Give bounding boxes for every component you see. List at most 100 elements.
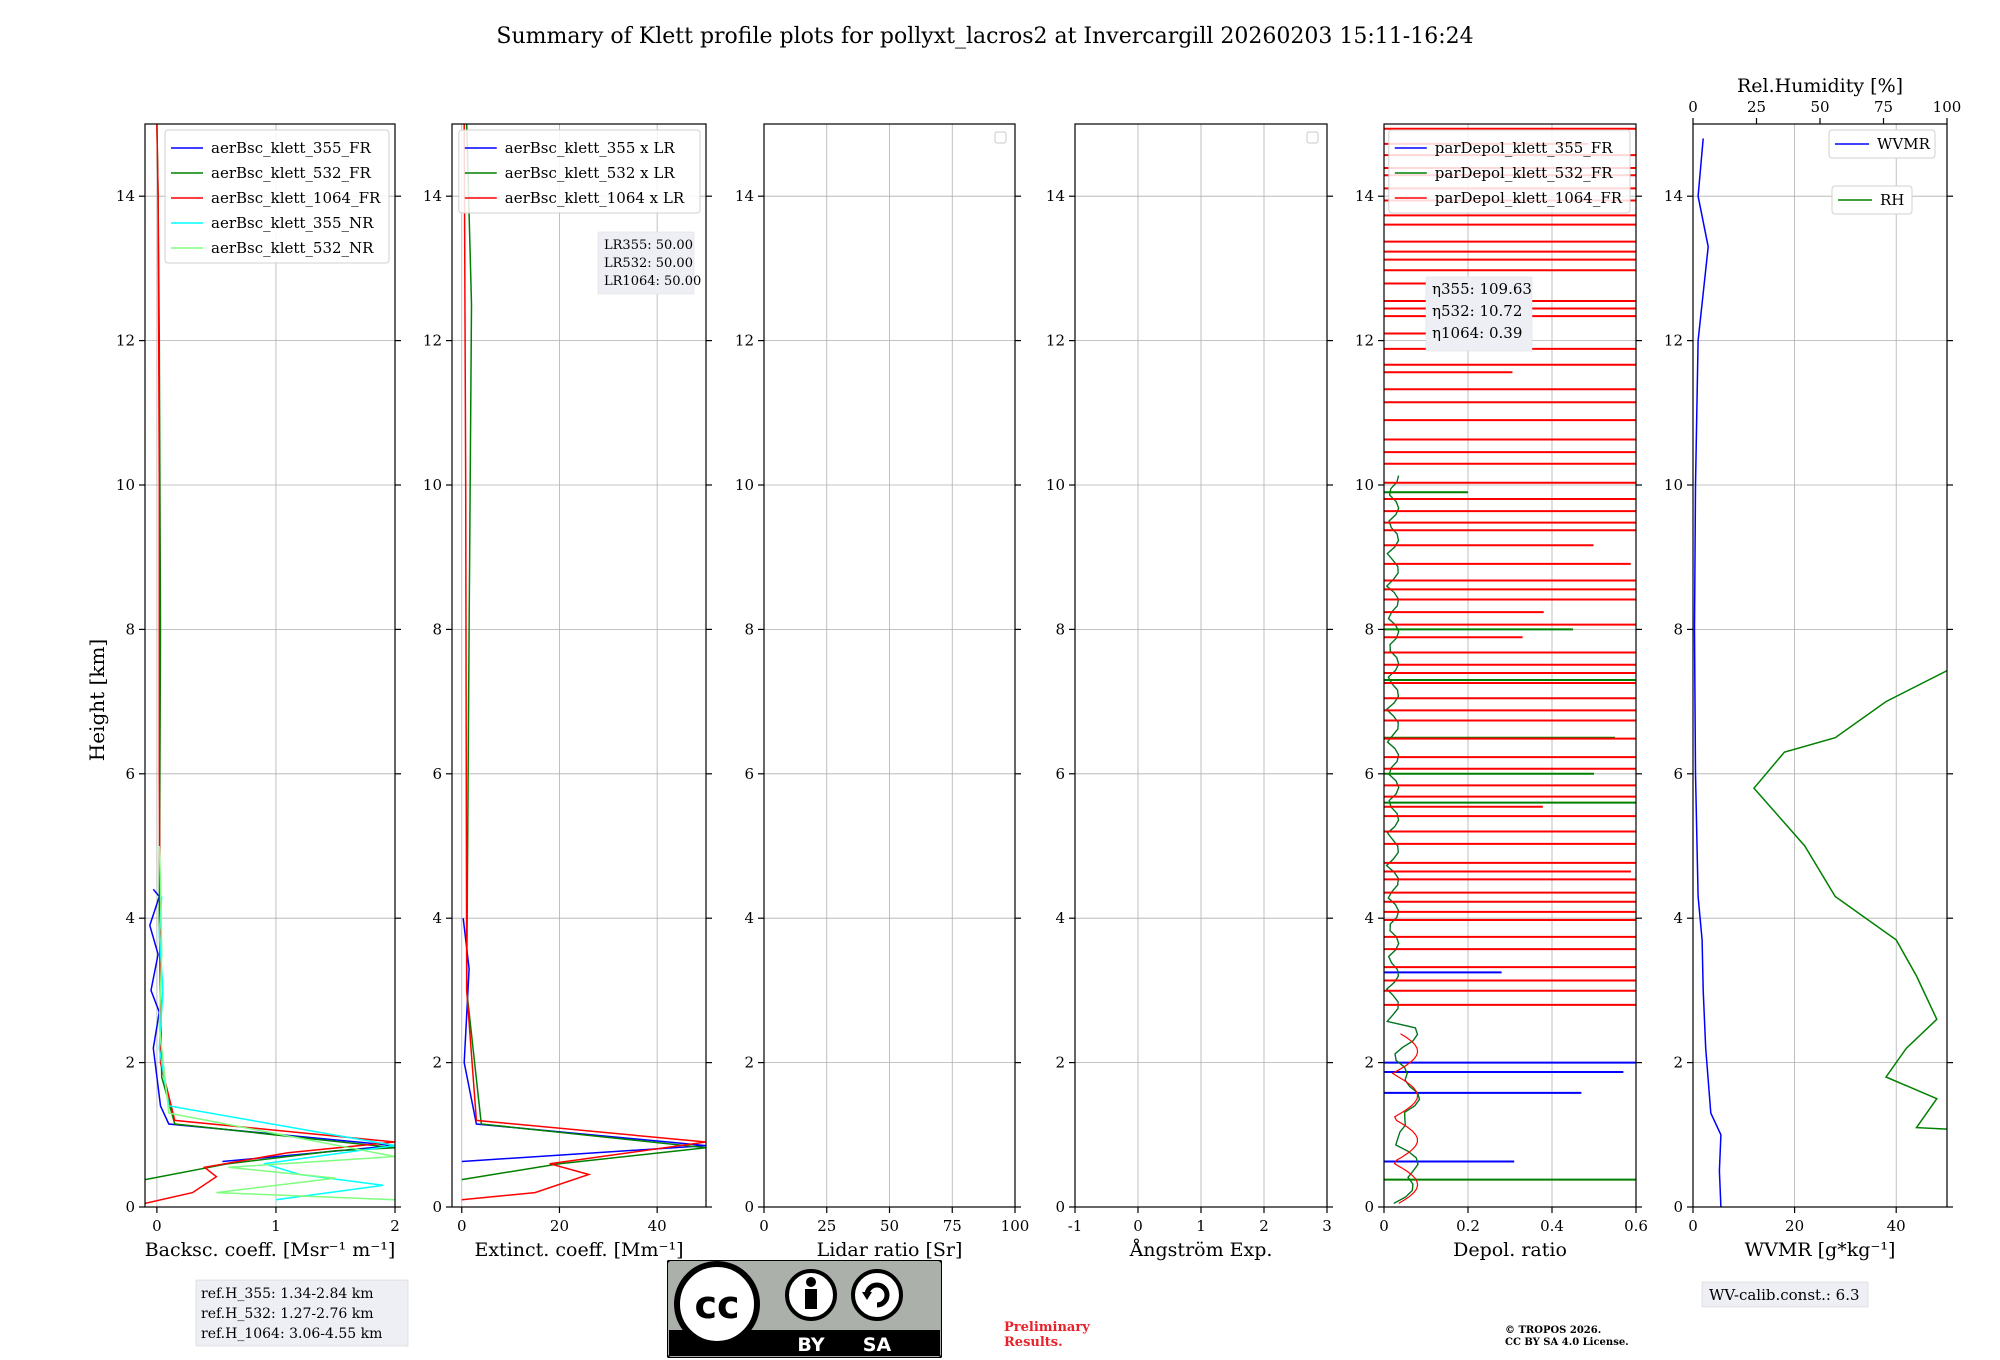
y-tick-label: 14 <box>423 187 442 205</box>
panel-wv: 0 20 40 0 25 50 75 100 Rel.Humidity [%] 0 2 4 6 8 10 12… <box>1664 75 1962 1261</box>
panel-depol: 0 0.2 0.4 0.6 0 2 4 6 8 10 12 14 Depol. ratio parDepo… <box>1355 123 1648 1261</box>
x2-tick-label: 100 <box>1933 98 1962 116</box>
y-tick-label: 12 <box>423 332 442 350</box>
y-tick-label: 8 <box>1364 620 1374 638</box>
x-tick-label: 0 <box>759 1217 769 1235</box>
legend-label: parDepol_klett_532_FR <box>1435 164 1613 182</box>
x-tick-label: 2 <box>1259 1217 1269 1235</box>
y-tick-label: 10 <box>735 476 754 494</box>
y-tick-label: 0 <box>125 1198 135 1216</box>
preliminary-note: Preliminary Results. <box>1004 1320 1090 1350</box>
legend-label: parDepol_klett_355_FR <box>1435 139 1613 157</box>
y-tick-label: 2 <box>1055 1054 1065 1072</box>
y-tick-label: 12 <box>1046 332 1065 350</box>
cc-sa-label: SA <box>863 1334 892 1356</box>
x2-axis-label: Rel.Humidity [%] <box>1737 75 1903 97</box>
x-tick-label: 20 <box>550 1217 569 1235</box>
cc-by-sa-icon: cc BY SA <box>667 1260 942 1358</box>
legend-label: aerBsc_klett_355 x LR <box>505 139 676 157</box>
series-group <box>1693 138 1947 1207</box>
legend-box <box>1388 129 1631 214</box>
panel-lidarratio: 0 25 50 75 100 0 2 4 6 8 10 12 14 Lidar ratio [Sr] <box>735 123 1029 1261</box>
x-axis-label: Backsc. coeff. [Msr⁻¹ m⁻¹] <box>145 1239 396 1261</box>
y-tick-label: 10 <box>1664 476 1683 494</box>
x2-tick-label: 0 <box>1688 98 1698 116</box>
preliminary-line: Preliminary <box>1004 1320 1090 1335</box>
x-tick-label: 1 <box>271 1217 281 1235</box>
x-tick-label: 0.6 <box>1624 1217 1648 1235</box>
series-line <box>149 888 395 1163</box>
y-axis-label: Height [km] <box>85 639 109 761</box>
y-tick-label: 8 <box>1673 620 1683 638</box>
legend-label: WVMR <box>1877 135 1931 153</box>
y-tick-label: 12 <box>1355 332 1374 350</box>
x-axis-label: WVMR [g*kg⁻¹] <box>1745 1239 1896 1261</box>
y-tick-label: 8 <box>432 620 442 638</box>
y-tick-label: 4 <box>1055 909 1065 927</box>
y-tick-label: 0 <box>432 1198 442 1216</box>
x-tick-label: 0.4 <box>1540 1217 1564 1235</box>
y-tick-label: 14 <box>1355 187 1374 205</box>
y-tick-label: 0 <box>1055 1198 1065 1216</box>
x-axis-label: Lidar ratio [Sr] <box>817 1239 963 1261</box>
inset-line: LR1064: 50.00 <box>604 274 701 289</box>
x2-tick-label: 75 <box>1874 98 1893 116</box>
y-tick-label: 6 <box>432 765 442 783</box>
x-axis-label: Ångström Exp. <box>1129 1239 1273 1261</box>
inset-line: η532: 10.72 <box>1432 302 1522 320</box>
y-tick-label: 6 <box>1673 765 1683 783</box>
legend-label: aerBsc_klett_355_NR <box>211 214 374 232</box>
y-tick-label: 0 <box>744 1198 754 1216</box>
y-tick-label: 8 <box>125 620 135 638</box>
legend-label: aerBsc_klett_532_NR <box>211 239 374 257</box>
depol-profile <box>1385 475 1421 1204</box>
panel-extinction: 0 20 40 0 2 4 6 8 10 12 14 Extinct. coeff. [Mm⁻¹] ae… <box>423 123 712 1261</box>
series-group <box>145 124 395 1205</box>
y-tick-label: 4 <box>125 909 135 927</box>
y-tick-label: 6 <box>1364 765 1374 783</box>
legend-label: RH <box>1880 191 1904 209</box>
x-tick-label: 1 <box>1196 1217 1206 1235</box>
preliminary-line: Results. <box>1004 1335 1063 1350</box>
x-axis-label: Extinct. coeff. [Mm⁻¹] <box>474 1239 683 1261</box>
inset-box <box>597 231 695 295</box>
inset-line: η355: 109.63 <box>1432 280 1532 298</box>
legend-label: parDepol_klett_1064_FR <box>1435 189 1623 207</box>
series-line <box>1693 138 1722 1207</box>
y-tick-label: 12 <box>1664 332 1683 350</box>
y-tick-label: 6 <box>125 765 135 783</box>
y-tick-label: 14 <box>1664 187 1683 205</box>
y-tick-label: 2 <box>1673 1054 1683 1072</box>
series-line <box>461 124 706 1201</box>
x-tick-label: 40 <box>1887 1217 1906 1235</box>
y-tick-label: 8 <box>744 620 754 638</box>
x-tick-label: 0 <box>1688 1217 1698 1235</box>
x-tick-label: 0.2 <box>1456 1217 1480 1235</box>
inset-line: LR355: 50.00 <box>604 238 693 253</box>
inset-box <box>1425 276 1533 352</box>
depol-profile <box>1391 1033 1419 1204</box>
y-tick-label: 10 <box>423 476 442 494</box>
refbox-line: ref.H_532: 1.27-2.76 km <box>201 1306 374 1322</box>
svg-text:cc: cc <box>694 1283 739 1327</box>
y-tick-label: 10 <box>116 476 135 494</box>
y-tick-label: 4 <box>432 909 442 927</box>
y-tick-label: 4 <box>744 909 754 927</box>
x-tick-label: 50 <box>880 1217 899 1235</box>
y-tick-label: 14 <box>1046 187 1065 205</box>
y-tick-label: 10 <box>1046 476 1065 494</box>
y-tick-label: 8 <box>1055 620 1065 638</box>
x-tick-label: 25 <box>817 1217 836 1235</box>
x-tick-label: 0 <box>1379 1217 1389 1235</box>
copyright-line: CC BY SA 4.0 License. <box>1505 1337 1629 1348</box>
figure-title: Summary of Klett profile plots for polly… <box>496 24 1473 49</box>
cc-by-label: BY <box>797 1334 824 1356</box>
x-tick-label: 0 <box>457 1217 467 1235</box>
x-tick-label: 20 <box>1785 1217 1804 1235</box>
wv-calib-text: WV-calib.const.: 6.3 <box>1709 1286 1860 1304</box>
legend-label: aerBsc_klett_532 x LR <box>505 164 676 182</box>
series-line <box>145 124 395 1181</box>
